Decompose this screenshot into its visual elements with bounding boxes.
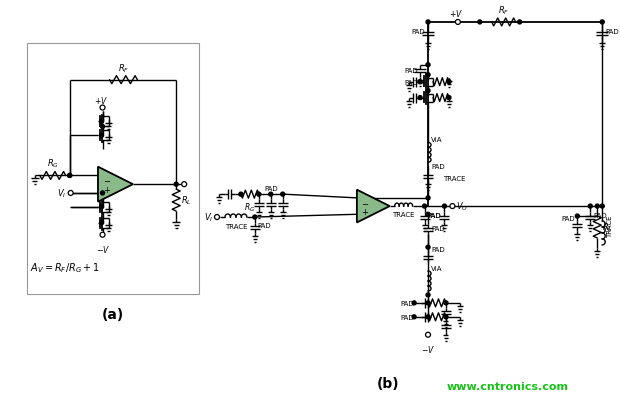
Circle shape — [426, 74, 430, 77]
Circle shape — [174, 183, 178, 187]
Circle shape — [575, 214, 579, 218]
Circle shape — [100, 134, 104, 138]
Circle shape — [425, 333, 430, 337]
Text: PAD: PAD — [431, 247, 445, 252]
Text: $+$: $+$ — [103, 185, 111, 195]
Text: PAD: PAD — [264, 186, 278, 192]
Circle shape — [426, 245, 430, 249]
Circle shape — [588, 204, 592, 209]
Circle shape — [447, 97, 451, 100]
Text: TRACE: TRACE — [607, 215, 613, 238]
Circle shape — [443, 204, 446, 209]
Text: PAD: PAD — [431, 164, 445, 170]
Text: TRACE: TRACE — [392, 211, 415, 218]
Circle shape — [182, 182, 187, 187]
Circle shape — [412, 315, 416, 319]
Circle shape — [253, 216, 257, 220]
Circle shape — [239, 193, 243, 197]
Text: PAD: PAD — [401, 314, 414, 320]
Text: (b): (b) — [377, 376, 399, 390]
Text: VIA: VIA — [431, 265, 443, 272]
Text: $-$: $-$ — [103, 175, 111, 184]
Circle shape — [595, 204, 600, 209]
Circle shape — [281, 193, 285, 197]
Text: $V_I$: $V_I$ — [58, 187, 67, 200]
Circle shape — [456, 20, 461, 25]
Text: TRACE: TRACE — [443, 176, 466, 182]
Circle shape — [412, 301, 416, 305]
Circle shape — [518, 21, 521, 25]
Circle shape — [600, 204, 604, 209]
Circle shape — [426, 301, 430, 305]
Circle shape — [100, 191, 105, 196]
Text: PAD: PAD — [412, 29, 425, 35]
Circle shape — [68, 191, 73, 196]
Circle shape — [426, 63, 430, 67]
Circle shape — [268, 193, 273, 197]
Circle shape — [68, 174, 72, 178]
Circle shape — [426, 21, 430, 25]
Text: $-V$: $-V$ — [421, 343, 435, 354]
Circle shape — [418, 81, 422, 84]
Text: $R_L$: $R_L$ — [602, 221, 613, 234]
Circle shape — [423, 204, 427, 209]
Circle shape — [447, 81, 451, 84]
Text: $V_O$: $V_O$ — [456, 200, 469, 213]
Circle shape — [257, 193, 261, 197]
Text: $+V$: $+V$ — [94, 94, 107, 105]
Text: PAD: PAD — [258, 222, 272, 229]
Text: $R_F$: $R_F$ — [498, 4, 509, 17]
Circle shape — [600, 21, 604, 25]
Text: $-V$: $-V$ — [95, 243, 110, 254]
Polygon shape — [98, 167, 133, 202]
Text: PAD: PAD — [605, 29, 619, 35]
Circle shape — [478, 21, 482, 25]
Text: PAD: PAD — [593, 213, 607, 218]
Text: PAD: PAD — [428, 213, 441, 218]
Text: $-$: $-$ — [361, 197, 369, 206]
Circle shape — [100, 106, 105, 111]
Text: $R_F$: $R_F$ — [118, 62, 129, 74]
Circle shape — [444, 301, 448, 305]
Text: PAD: PAD — [404, 79, 418, 85]
Circle shape — [426, 213, 430, 217]
Text: $+V$: $+V$ — [449, 8, 463, 19]
Text: $V_I$: $V_I$ — [204, 211, 213, 224]
Circle shape — [100, 125, 105, 129]
Circle shape — [444, 315, 448, 319]
Circle shape — [100, 221, 104, 225]
Bar — [27, 44, 199, 294]
Text: VIA: VIA — [431, 137, 443, 143]
Text: $R_G$: $R_G$ — [244, 201, 255, 213]
Text: $A_V = R_F/R_G + 1$: $A_V = R_F/R_G + 1$ — [30, 260, 100, 274]
Text: (a): (a) — [102, 307, 124, 321]
Circle shape — [426, 90, 430, 93]
Text: PAD: PAD — [401, 300, 414, 306]
Text: PAD: PAD — [404, 67, 418, 74]
Circle shape — [426, 293, 430, 297]
Text: $+$: $+$ — [361, 207, 369, 216]
Circle shape — [100, 120, 104, 124]
Circle shape — [68, 174, 72, 178]
Text: PAD: PAD — [431, 226, 445, 231]
Circle shape — [426, 196, 430, 200]
Polygon shape — [357, 190, 390, 223]
Text: www.cntronics.com: www.cntronics.com — [446, 381, 569, 391]
Circle shape — [100, 233, 105, 238]
Text: $R_G$: $R_G$ — [46, 157, 59, 170]
Circle shape — [426, 315, 430, 319]
Text: PAD: PAD — [562, 216, 575, 222]
Text: $R_L$: $R_L$ — [181, 194, 192, 207]
Circle shape — [418, 97, 422, 100]
Text: PAD: PAD — [428, 213, 441, 218]
Text: TRACE: TRACE — [224, 223, 247, 229]
Circle shape — [215, 215, 219, 220]
Circle shape — [100, 205, 104, 209]
Circle shape — [450, 204, 455, 209]
